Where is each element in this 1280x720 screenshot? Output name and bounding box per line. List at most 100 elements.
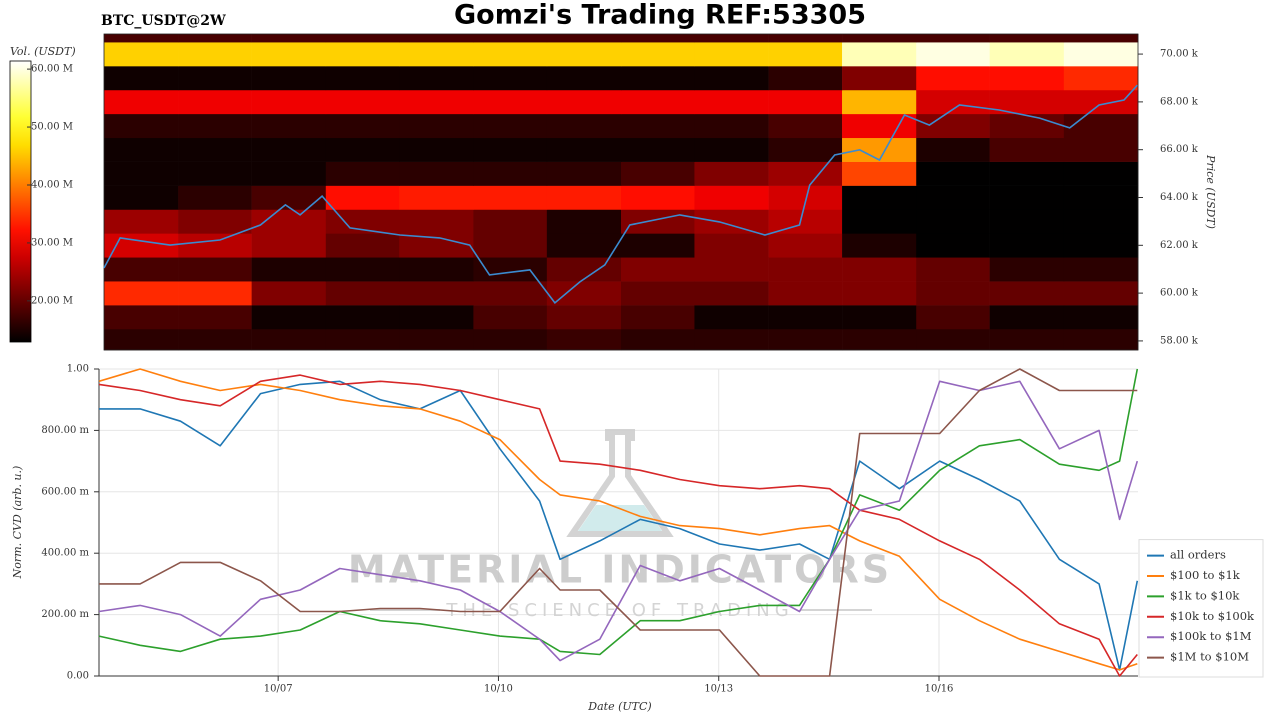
- heatmap-cell: [842, 281, 917, 306]
- heatmap-cell: [251, 161, 327, 186]
- heatmap-cell: [399, 137, 474, 162]
- heatmap-cell: [546, 137, 622, 162]
- x-axis-label: Date (UTC): [587, 700, 651, 713]
- colorbar-tick-label: 60.00 M: [31, 64, 73, 75]
- heatmap-cell: [104, 113, 179, 139]
- heatmap-cell: [325, 233, 400, 258]
- heatmap-cell: [768, 137, 843, 162]
- heatmap-cell: [989, 185, 1065, 210]
- heatmap-cell: [694, 233, 769, 258]
- series-line: [98, 374, 1138, 677]
- heatmap-cell: [178, 185, 252, 210]
- heatmap-cell: [842, 113, 917, 139]
- heatmap-cell: [989, 305, 1065, 330]
- heatmap-cell: [325, 113, 400, 139]
- heatmap-cell: [546, 89, 622, 115]
- heatmap-cell: [399, 66, 474, 91]
- heatmap-cell: [1063, 161, 1139, 186]
- heatmap-cell: [251, 34, 327, 43]
- heatmap-cell: [546, 305, 622, 330]
- heatmap-cell: [768, 66, 843, 91]
- heatmap-cell: [916, 185, 990, 210]
- heatmap-cell: [842, 34, 917, 43]
- heatmap-cell: [621, 233, 695, 258]
- heatmap-cell: [621, 281, 695, 306]
- heatmap-cell: [842, 137, 917, 162]
- heatmap-cell: [621, 161, 695, 186]
- heatmap-cell: [842, 328, 917, 351]
- heatmap-cell: [325, 257, 400, 282]
- plot-frame: [103, 33, 1139, 351]
- heatmap-cell: [916, 281, 990, 306]
- heatmap-cell: [399, 42, 474, 67]
- heatmap-cell: [399, 113, 474, 139]
- heatmap-cell: [1063, 328, 1139, 351]
- heatmap-cell: [1063, 281, 1139, 306]
- heatmap-cell: [178, 233, 252, 258]
- heatmap-cell: [916, 233, 990, 258]
- heatmap-cell: [251, 281, 327, 306]
- heatmap-cell: [473, 66, 548, 91]
- heatmap-cell: [694, 34, 769, 43]
- heatmap-cell: [768, 161, 843, 186]
- heatmap-cell: [621, 34, 695, 43]
- x-tick-label: 10/07: [264, 684, 293, 695]
- heatmap-cell: [694, 66, 769, 91]
- y-tick-label: 62.00 k: [1160, 240, 1199, 251]
- heatmap-cell: [325, 66, 400, 91]
- heatmap-cell: [842, 161, 917, 186]
- heatmap-cell: [399, 305, 474, 330]
- heatmap-cell: [104, 66, 179, 91]
- heatmap-cell: [399, 209, 474, 234]
- watermark-title: MATERIAL INDICATORS: [348, 548, 892, 592]
- heatmap-cell: [178, 257, 252, 282]
- heatmap-cell: [621, 42, 695, 67]
- legend-label: $100 to $1k: [1170, 568, 1241, 582]
- heatmap-cell: [768, 257, 843, 282]
- heatmap-cell: [251, 89, 327, 115]
- heatmap-cell: [473, 281, 548, 306]
- heatmap-cell: [1063, 305, 1139, 330]
- heatmap-cell: [916, 66, 990, 91]
- heatmap-cell: [473, 209, 548, 234]
- heatmap-cell: [325, 89, 400, 115]
- heatmap-cell: [621, 305, 695, 330]
- heatmap-cell: [325, 42, 400, 67]
- colorbar-label: Vol. (USDT): [10, 45, 76, 58]
- heatmap-cell: [546, 34, 622, 43]
- heatmap-cell: [694, 113, 769, 139]
- y-tick-label: 0.00: [67, 671, 89, 682]
- heatmap-cell: [104, 34, 179, 43]
- heatmap-cell: [178, 281, 252, 306]
- heatmap-cell: [694, 209, 769, 234]
- heatmap-cell: [178, 34, 252, 43]
- heatmap-cell: [251, 42, 327, 67]
- x-tick-label: 10/10: [484, 684, 513, 695]
- heatmap-cell: [842, 89, 917, 115]
- heatmap-cell: [104, 42, 179, 67]
- heatmap-cell: [251, 185, 327, 210]
- heatmap: [104, 34, 1139, 351]
- heatmap-cell: [916, 34, 990, 43]
- heatmap-cell: [989, 66, 1065, 91]
- heatmap-cell: [842, 66, 917, 91]
- heatmap-cell: [1063, 113, 1139, 139]
- heatmap-cell: [104, 185, 179, 210]
- heatmap-cell: [546, 328, 622, 351]
- heatmap-cell: [546, 161, 622, 186]
- y-tick-label: 68.00 k: [1160, 96, 1199, 107]
- heatmap-cell: [546, 233, 622, 258]
- y-tick-label: 58.00 k: [1160, 335, 1199, 346]
- heatmap-cell: [473, 233, 548, 258]
- heatmap-cell: [1063, 34, 1139, 43]
- heatmap-cell: [989, 161, 1065, 186]
- heatmap-cell: [842, 185, 917, 210]
- x-tick-label: 10/13: [704, 684, 733, 695]
- y-tick-label: 600.00 m: [41, 486, 89, 497]
- heatmap-cell: [546, 257, 622, 282]
- heatmap-cell: [842, 42, 917, 67]
- x-tick-label: 10/16: [925, 684, 954, 695]
- legend-label: $10k to $100k: [1170, 609, 1255, 623]
- heatmap-cell: [178, 328, 252, 351]
- heatmap-cell: [842, 257, 917, 282]
